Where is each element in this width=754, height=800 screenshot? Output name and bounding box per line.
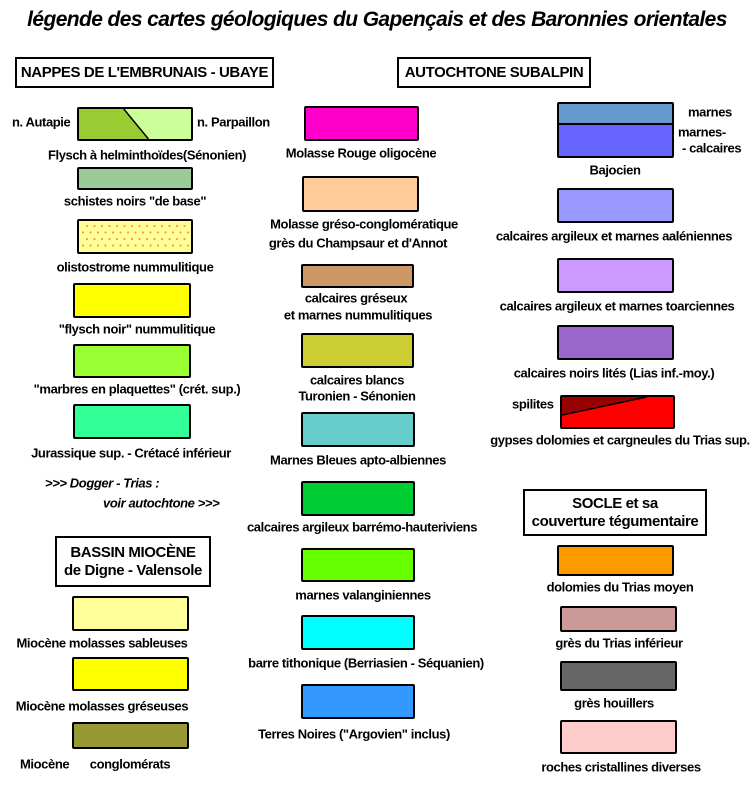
- legend-swatch: [557, 545, 674, 576]
- legend-swatch: [301, 412, 415, 447]
- legend-swatch: [560, 606, 677, 632]
- header-bassin-line2: de Digne - Valensole: [64, 561, 202, 579]
- legend-label: et marnes nummulitiques: [283, 307, 433, 323]
- legend-side-label: - calcaires: [682, 140, 742, 156]
- legend-label: Terres Noires ("Argovien" inclus): [258, 726, 450, 742]
- legend-label: grès du Trias inférieur: [555, 635, 683, 651]
- legend-side-label: spilites: [512, 396, 554, 412]
- legend-label: marnes valanginiennes: [295, 587, 431, 603]
- header-bassin: BASSIN MIOCÈNE de Digne - Valensole: [55, 536, 211, 587]
- header-nappes: NAPPES DE L'EMBRUNAIS - UBAYE: [15, 57, 274, 88]
- header-socle: SOCLE et sa couverture tégumentaire: [523, 489, 707, 536]
- legend-label: grès houillers: [574, 695, 654, 711]
- header-autochtone: AUTOCHTONE SUBALPIN: [397, 57, 591, 88]
- legend-label: Jurassique sup. - Crétacé inférieur: [31, 445, 231, 461]
- legend-swatch: [560, 661, 677, 691]
- legend-label: barre tithonique (Berriasien - Séquanien…: [248, 655, 484, 671]
- header-bassin-line1: BASSIN MIOCÈNE: [70, 543, 196, 561]
- legend-side-label: Miocène: [20, 756, 70, 772]
- legend-swatch: [72, 596, 189, 631]
- legend-label: calcaires gréseux: [304, 290, 408, 306]
- legend-swatch: [557, 258, 674, 293]
- legend-side-label: n. Parpaillon: [197, 114, 270, 130]
- legend-label: grès du Champsaur et d'Annot: [268, 235, 448, 251]
- legend-swatch: [73, 283, 191, 318]
- legend-swatch: [77, 107, 193, 141]
- header-socle-line2: couverture tégumentaire: [531, 512, 699, 530]
- header-socle-line1: SOCLE et sa: [572, 494, 658, 512]
- legend-title: légende des cartes géologiques du Gapenç…: [27, 8, 727, 31]
- legend-label: calcaires argileux et marnes aaléniennes: [495, 228, 733, 244]
- legend-swatch: [557, 102, 674, 158]
- legend-label: calcaires noirs lités (Lias inf.-moy.): [513, 365, 715, 381]
- legend-label: Marnes Bleues apto-albiennes: [270, 452, 446, 468]
- legend-swatch: [301, 481, 415, 516]
- legend-label: calcaires argileux et marnes toarciennes: [499, 298, 735, 314]
- legend-side-label: marnes-: [678, 124, 726, 140]
- header-nappes-text: NAPPES DE L'EMBRUNAIS - UBAYE: [20, 63, 269, 81]
- legend-label: "marbres en plaquettes" (crét. sup.): [33, 381, 241, 397]
- legend-label: schistes noirs "de base": [63, 193, 207, 209]
- legend-label: Miocène molasses sableuses: [16, 635, 188, 651]
- legend-label: Flysch à helminthoïdes(Sénonien): [47, 147, 247, 163]
- header-autochtone-text: AUTOCHTONE SUBALPIN: [404, 63, 584, 81]
- legend-swatch: [77, 167, 193, 190]
- legend-label: roches cristallines diverses: [541, 759, 701, 775]
- legend-label: Molasse gréso-conglomératique: [270, 216, 458, 232]
- legend-swatch: [301, 615, 415, 650]
- legend-swatch: [557, 325, 674, 360]
- legend-label: calcaires blancs: [309, 372, 405, 388]
- legend-swatch: [302, 176, 419, 212]
- legend-swatch: [560, 395, 675, 429]
- dogger-note-line2: voir autochtone >>>: [103, 495, 220, 511]
- legend-label: conglomérats: [89, 756, 171, 772]
- legend-swatch: [77, 219, 193, 254]
- legend-swatch: [301, 333, 414, 368]
- legend-label: dolomies du Trias moyen: [546, 579, 694, 595]
- legend-swatch: [73, 344, 191, 378]
- swatch-part: [79, 109, 149, 139]
- legend-swatch: [301, 548, 415, 582]
- legend-swatch: [301, 684, 415, 719]
- legend-swatch: [301, 264, 414, 288]
- legend-swatch: [72, 657, 189, 691]
- legend-swatch: [72, 722, 189, 749]
- legend-label: Miocène molasses gréseuses: [15, 698, 189, 714]
- legend-label: Turonien - Sénonien: [298, 388, 416, 404]
- legend-label: olistostrome nummulitique: [56, 259, 214, 275]
- legend-label: "flysch noir" nummulitique: [58, 321, 216, 337]
- legend-label: gypses dolomies et cargneules du Trias s…: [490, 432, 750, 448]
- legend-swatch: [304, 106, 419, 141]
- legend-swatch: [73, 404, 191, 439]
- legend-side-label: marnes: [688, 104, 732, 120]
- legend-label: calcaires argileux barrémo-hauteriviens: [246, 519, 478, 535]
- legend-swatch: [560, 720, 677, 754]
- legend-label: Bajocien: [589, 162, 641, 178]
- legend-label: Molasse Rouge oligocène: [285, 145, 437, 161]
- dogger-note-line1: >>> Dogger - Trias :: [45, 475, 160, 491]
- legend-side-label: n. Autapie: [12, 114, 71, 130]
- legend-swatch: [557, 188, 674, 223]
